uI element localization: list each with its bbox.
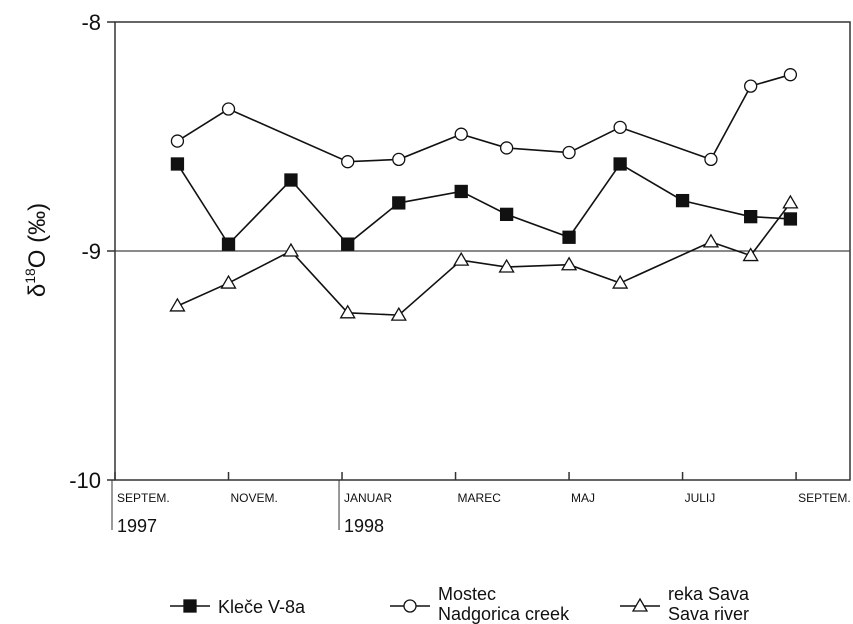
legend-marker: [631, 597, 649, 612]
marker-triangle: [782, 194, 799, 209]
marker-circle: [221, 102, 236, 116]
marker-triangle: [339, 304, 356, 319]
marker-square: [284, 173, 298, 187]
marker-triangle: [453, 251, 470, 266]
marker-circle: [341, 155, 355, 169]
y-tick-label: -8: [81, 10, 101, 35]
marker-triangle: [742, 247, 759, 262]
legend-label: reka Sava: [668, 584, 750, 604]
legend-sublabel: Sava river: [668, 604, 749, 624]
marker-circle: [783, 68, 798, 82]
legend-label: Kleče V-8a: [218, 597, 306, 617]
legend-label: Mostec: [438, 584, 496, 604]
marker-circle: [392, 152, 406, 167]
marker-circle: [454, 127, 468, 141]
series-line: [177, 202, 792, 316]
legend-sublabel: Nadgorica creek: [438, 604, 570, 624]
y-tick-label: -10: [69, 468, 101, 493]
marker-triangle: [390, 306, 407, 321]
marker-circle: [499, 141, 514, 155]
marker-circle: [704, 152, 718, 167]
x-tick-label: JANUAR: [344, 491, 392, 505]
marker-square: [613, 157, 627, 171]
series-line: [176, 162, 791, 246]
marker-square: [675, 193, 690, 208]
x-tick-label: SEPTEM.: [798, 491, 851, 505]
marker-triangle: [560, 256, 578, 271]
marker-triangle: [702, 233, 720, 248]
x-tick-label: MAREC: [458, 491, 502, 505]
marker-circle: [613, 120, 627, 134]
y-tick-label: -9: [81, 239, 101, 264]
marker-square: [562, 230, 576, 244]
x-tick-label: SEPTEM.: [117, 491, 170, 505]
x-tick-label: JULIJ: [685, 491, 716, 505]
marker-circle: [562, 145, 576, 160]
marker-circle: [170, 134, 185, 148]
marker-square: [744, 209, 758, 224]
marker-triangle: [612, 274, 629, 289]
marker-triangle: [498, 258, 515, 273]
marker-square: [170, 157, 185, 171]
marker-triangle: [282, 242, 300, 257]
x-tick-label: MAJ: [571, 491, 595, 505]
legend-marker: [403, 599, 417, 613]
year-label: 1998: [344, 516, 384, 536]
x-tick-label: NOVEM.: [231, 491, 278, 505]
y-axis-label: δ18O (‰): [22, 203, 51, 297]
marker-circle: [744, 79, 758, 93]
marker-triangle: [169, 297, 186, 312]
marker-square: [783, 212, 798, 226]
marker-square: [499, 207, 514, 222]
legend-marker: [183, 599, 197, 613]
marker-triangle: [220, 274, 237, 289]
marker-square: [454, 184, 468, 199]
marker-square: [341, 237, 355, 251]
year-label: 1997: [117, 516, 157, 536]
marker-square: [221, 237, 236, 251]
marker-square: [392, 196, 406, 210]
